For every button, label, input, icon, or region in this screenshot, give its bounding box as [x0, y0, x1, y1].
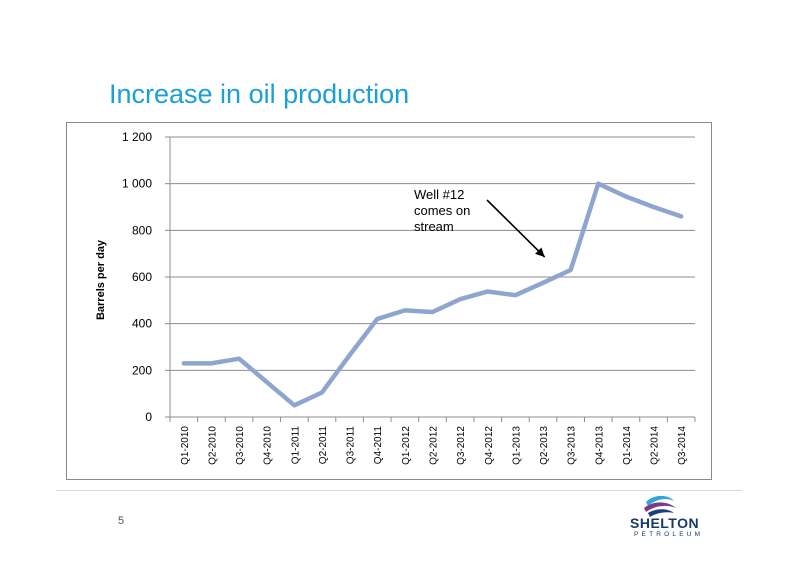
x-tick-label: Q1-2012	[401, 426, 412, 465]
y-tick-label: 1 200	[122, 130, 152, 144]
chart-frame	[66, 122, 712, 480]
x-tick-label: Q3-2014	[677, 426, 688, 465]
x-tick-label: Q2-2011	[318, 426, 329, 465]
x-tick-label: Q1-2011	[290, 426, 301, 465]
y-tick-label: 800	[132, 223, 152, 237]
x-tick-label: Q4-2011	[373, 426, 384, 465]
y-tick-label: 1 000	[122, 177, 152, 191]
y-axis-label: Barrels per day	[95, 239, 107, 320]
annotation-line: comes on	[414, 203, 471, 218]
x-tick-label: Q1-2010	[180, 426, 191, 465]
logo-subtitle: PETROLEUM	[634, 531, 704, 538]
series-layer	[181, 181, 684, 408]
x-tick-label: Q4-2012	[484, 426, 495, 465]
annotation-line: stream	[414, 219, 454, 234]
y-tick-labels: 0 200 400 600 800 1 000 1 200	[122, 130, 152, 424]
annotation-text: Well #12 comes on stream	[414, 187, 470, 235]
x-tick-labels: Q1-2010 Q2-2010 Q3-2010 Q4-2010 Q1-2011 Q2-20…	[180, 426, 688, 465]
shelton-wave-logo-icon	[644, 495, 676, 517]
annotation-arrowhead	[535, 247, 545, 257]
gridlines	[165, 136, 695, 418]
annotation-line: Well #12	[414, 187, 465, 202]
x-tick-label: Q2-2013	[539, 426, 550, 465]
axes	[169, 137, 696, 422]
x-tick-label: Q1-2014	[622, 426, 633, 465]
x-tick-label: Q3-2012	[456, 426, 467, 465]
logo-name: SHELTON	[630, 515, 700, 531]
slide-title: Increase in oil production	[109, 79, 410, 109]
y-tick-label: 600	[132, 270, 152, 284]
y-tick-label: 200	[132, 363, 152, 377]
y-tick-label: 0	[145, 410, 152, 424]
annotation-arrow-layer	[486, 199, 546, 258]
x-tick-label: Q4-2013	[594, 426, 605, 465]
x-tick-label: Q3-2013	[567, 426, 578, 465]
x-tick-label: Q3-2010	[235, 426, 246, 465]
x-tick-label: Q3-2011	[346, 426, 357, 465]
x-tick-label: Q4-2010	[263, 426, 274, 465]
x-tick-label: Q2-2010	[207, 426, 218, 465]
x-tick-label: Q1-2013	[511, 426, 522, 465]
y-tick-label: 400	[132, 317, 152, 331]
x-tick-label: Q2-2014	[650, 426, 661, 465]
x-tick-label: Q2-2012	[429, 426, 440, 465]
footer-divider	[56, 490, 742, 491]
annotation-arrow	[486, 199, 546, 258]
page-number: 5	[118, 515, 125, 527]
